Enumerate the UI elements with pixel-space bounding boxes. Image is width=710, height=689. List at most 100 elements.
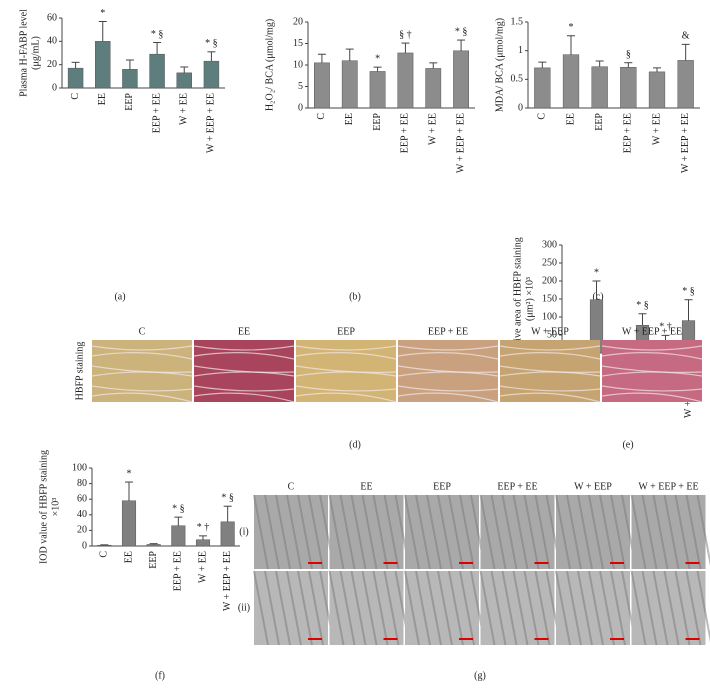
- y-tick-label: 20: [293, 16, 303, 27]
- bar: [453, 50, 469, 109]
- y-tick-label: 0: [298, 102, 303, 113]
- myofibril-texture: [328, 570, 345, 646]
- error-bar: [661, 334, 670, 341]
- fiber-texture: [193, 352, 295, 360]
- myofibril-texture: [448, 570, 464, 646]
- column-label: C: [139, 326, 146, 337]
- bar: [425, 68, 442, 109]
- x-tick-label: EEP + EE: [151, 93, 162, 133]
- myofibril-texture: [523, 494, 540, 570]
- annotation: * †: [659, 322, 672, 333]
- myofibril-texture: [328, 494, 345, 570]
- myofibril-texture: [253, 494, 269, 570]
- myofibril-texture: [415, 570, 431, 646]
- fiber-texture: [499, 385, 601, 392]
- error-bar: [71, 61, 80, 69]
- x-tick-label: EEP: [148, 551, 159, 569]
- y-axis-label: IOD value of HBFP staining: [38, 450, 49, 564]
- bar: [369, 71, 386, 109]
- bar: [534, 67, 551, 109]
- myofibril-texture: [685, 494, 702, 570]
- y-axis-label: (μg/mL): [30, 36, 41, 70]
- fiber-texture: [295, 392, 397, 403]
- myofibril-texture: [512, 494, 529, 570]
- fiber-texture: [91, 385, 193, 392]
- myofibril-texture: [286, 570, 302, 646]
- myofibril-texture: [350, 570, 367, 646]
- y-tick-label: 15: [293, 38, 303, 49]
- annotation: * §: [151, 29, 164, 40]
- panel-label: (f): [155, 670, 165, 681]
- y-tick-label: 10: [293, 59, 303, 70]
- bar: [220, 521, 235, 547]
- y-tick-label: 40: [47, 36, 57, 47]
- bar: [591, 66, 608, 109]
- y-axis-label: Plasma H-FABP level: [18, 9, 29, 97]
- bar: [149, 53, 165, 89]
- y-tick-label: 0: [52, 82, 57, 93]
- myofibril-texture: [339, 494, 356, 570]
- y-tick-label: 0.5: [511, 74, 524, 85]
- y-axis-label: Positive area of HBFP staining: [512, 237, 523, 361]
- x-tick-label: EEP + EE: [623, 113, 634, 153]
- x-tick-label: W + EEP + EE: [222, 551, 233, 611]
- row-label: HBFP staining: [74, 342, 85, 401]
- myofibril-texture: [588, 494, 604, 570]
- error-bar: [538, 61, 547, 68]
- myofibril-texture: [297, 570, 313, 646]
- error-bar: [207, 51, 216, 62]
- fiber-texture: [91, 371, 193, 377]
- x-tick-label: W + EEP + EE: [455, 113, 466, 173]
- error-bar: [595, 60, 604, 67]
- bar: [397, 52, 414, 109]
- annotation: *: [569, 22, 574, 33]
- myofibril-texture: [448, 494, 464, 570]
- error-bar: [567, 35, 575, 55]
- x-tick-label: C: [70, 93, 81, 100]
- row-label: (i): [239, 526, 248, 537]
- bar: [95, 41, 111, 89]
- bar: [203, 60, 220, 89]
- y-tick-label: 250: [542, 257, 557, 268]
- bar: [562, 54, 580, 109]
- panel-label: (c): [592, 291, 603, 302]
- myofibril-texture: [696, 570, 710, 643]
- myofibril-texture: [685, 570, 702, 646]
- fiber-texture: [397, 352, 499, 360]
- fiber-texture: [397, 392, 499, 403]
- myofibril-texture: [459, 570, 475, 646]
- y-tick-label: 1: [518, 45, 523, 56]
- error-bar: [98, 21, 107, 42]
- annotation: * §: [205, 38, 218, 49]
- y-tick-label: 60: [47, 12, 57, 23]
- annotation: * §: [172, 503, 185, 514]
- x-tick-label: W + EE: [428, 113, 439, 145]
- column-label: EE: [360, 481, 372, 492]
- myofibril-texture: [534, 570, 551, 646]
- panel-label: (g): [474, 670, 486, 681]
- myofibril-texture: [490, 570, 507, 646]
- y-tick-label: 80: [77, 478, 87, 489]
- error-bar: [223, 505, 232, 522]
- myofibril-texture: [404, 494, 420, 570]
- myofibril-texture: [555, 570, 571, 646]
- fiber-texture: [499, 371, 601, 377]
- error-bar: [638, 313, 647, 326]
- myofibril-texture: [630, 494, 647, 570]
- error-bar: [317, 53, 326, 63]
- fiber-texture: [295, 371, 397, 377]
- x-tick-label: EEP: [124, 93, 135, 111]
- myofibril-texture: [426, 494, 442, 570]
- myofibril-texture: [652, 570, 669, 646]
- fiber-texture: [397, 385, 499, 392]
- column-label: EEP + EE: [428, 326, 468, 337]
- fiber-texture: [499, 352, 601, 360]
- column-label: W + EEP: [531, 326, 569, 337]
- row-label: (ii): [238, 602, 250, 613]
- fiber-texture: [295, 352, 397, 360]
- panel-label: (b): [349, 291, 361, 302]
- myofibril-texture: [641, 494, 658, 570]
- myofibril-texture: [599, 570, 615, 646]
- myofibril-texture: [286, 494, 302, 570]
- myofibril-texture: [577, 570, 593, 646]
